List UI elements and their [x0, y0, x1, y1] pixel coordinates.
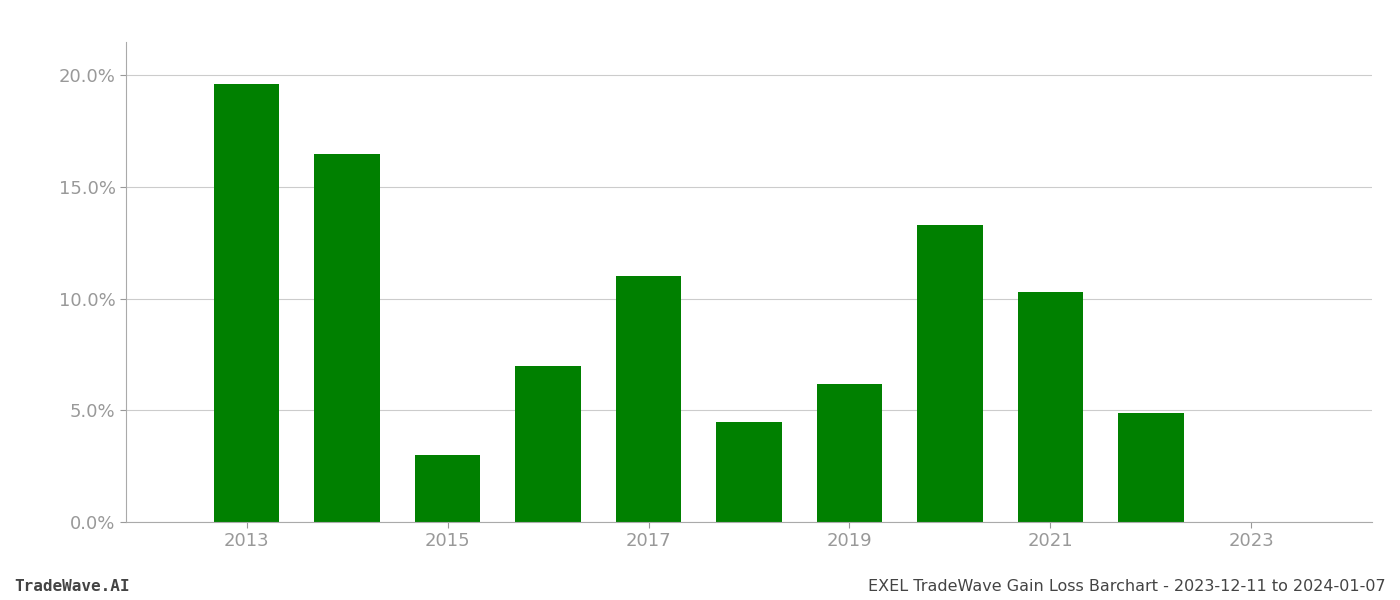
- Bar: [816, 383, 882, 522]
- Bar: [917, 225, 983, 522]
- Text: TradeWave.AI: TradeWave.AI: [14, 579, 129, 594]
- Bar: [1119, 413, 1183, 522]
- Bar: [717, 422, 781, 522]
- Bar: [414, 455, 480, 522]
- Bar: [315, 154, 379, 522]
- Bar: [1018, 292, 1084, 522]
- Bar: [515, 366, 581, 522]
- Text: EXEL TradeWave Gain Loss Barchart - 2023-12-11 to 2024-01-07: EXEL TradeWave Gain Loss Barchart - 2023…: [868, 579, 1386, 594]
- Bar: [214, 85, 279, 522]
- Bar: [616, 277, 682, 522]
